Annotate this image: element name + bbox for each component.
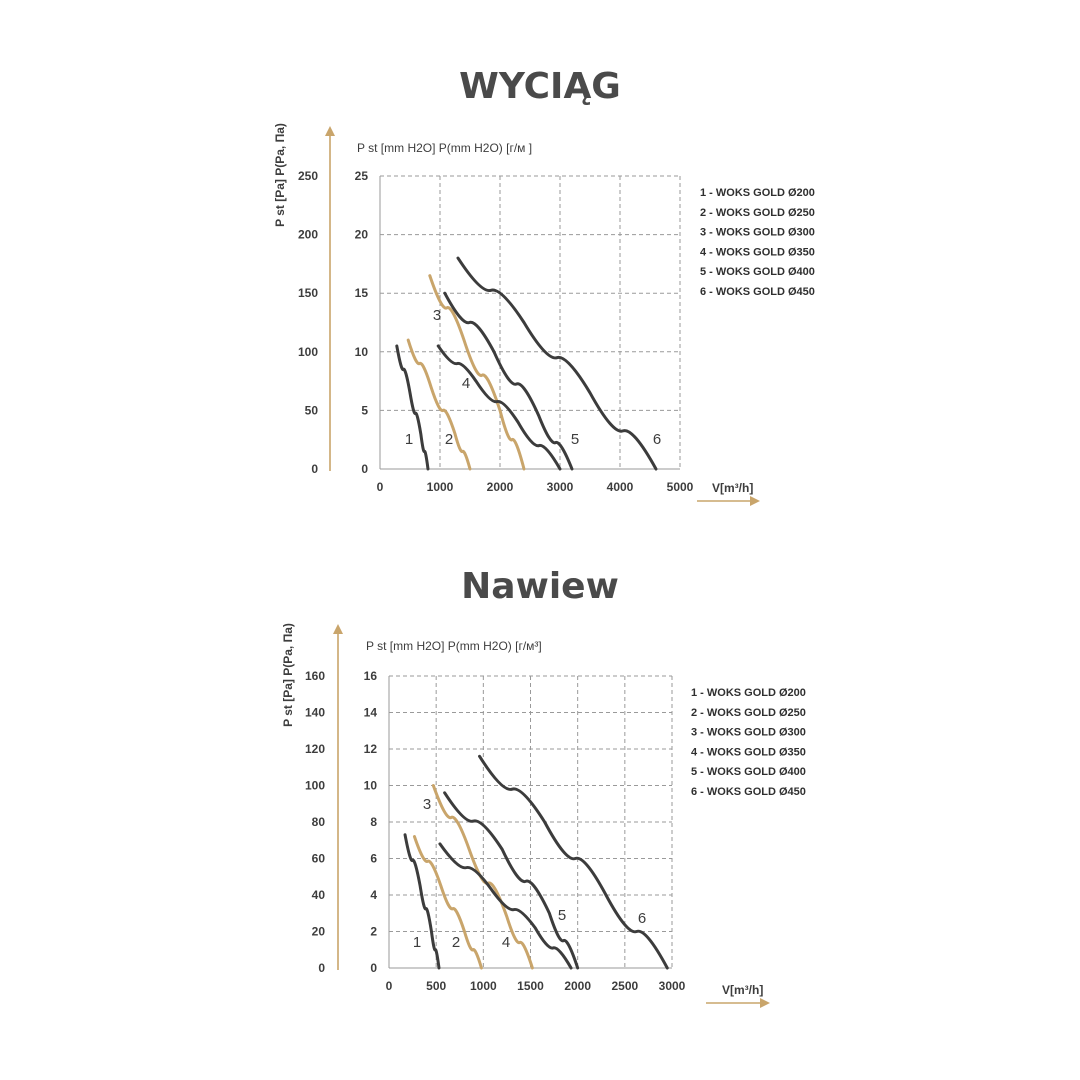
x-axis-arrow-head	[760, 998, 770, 1008]
series-line-4	[438, 842, 573, 970]
x-tick-label: 1000	[470, 979, 497, 993]
y2-tick-label: 20	[312, 925, 326, 939]
legend-entry-6: 6 - WOKS GOLD Ø450	[691, 786, 806, 798]
series-curve-label-3: 3	[433, 307, 441, 324]
x-tick-label: 3000	[547, 480, 574, 494]
legend-entry-4: 4 - WOKS GOLD Ø350	[700, 246, 815, 258]
y-tick-label: 5	[361, 403, 368, 417]
y-axis-arrow-head	[325, 126, 335, 136]
y2-tick-label: 250	[298, 169, 318, 183]
x-tick-label: 5000	[667, 480, 694, 494]
y2-tick-label: 160	[305, 669, 325, 683]
y2-tick-label: 40	[312, 888, 326, 902]
y2-tick-label: 200	[298, 228, 318, 242]
series-curve-label-2: 2	[452, 934, 460, 951]
y-tick-label: 25	[355, 169, 369, 183]
y2-tick-label: 0	[318, 961, 325, 975]
y-tick-label: 8	[370, 815, 377, 829]
y2-tick-label: 100	[298, 345, 318, 359]
series-curve-label-6: 6	[653, 431, 661, 448]
y-tick-label: 4	[370, 888, 377, 902]
series-line-2	[406, 338, 472, 471]
series-curve-label-3: 3	[423, 796, 431, 813]
series-line-1	[403, 833, 441, 970]
series-line-1	[395, 344, 430, 471]
x-axis-arrow-head	[750, 496, 760, 506]
legend-entry-3: 3 - WOKS GOLD Ø300	[691, 727, 806, 739]
legend-entry-2: 2 - WOKS GOLD Ø250	[700, 207, 815, 219]
series-line-2	[412, 835, 483, 970]
series-line-5	[443, 291, 574, 471]
x-tick-label: 2000	[564, 979, 591, 993]
y-tick-label: 0	[370, 961, 377, 975]
legend-entry-2: 2 - WOKS GOLD Ø250	[691, 707, 806, 719]
y2-tick-label: 60	[312, 852, 326, 866]
x-axis-label: V[m³/h]	[712, 481, 753, 495]
series-curve-label-5: 5	[571, 431, 579, 448]
legend-entry-6: 6 - WOKS GOLD Ø450	[700, 286, 815, 298]
chart-title-wyciag: WYCIĄG	[459, 66, 621, 107]
y-tick-label: 14	[364, 706, 378, 720]
x-tick-label: 3000	[659, 979, 686, 993]
series-curve-label-4: 4	[502, 934, 510, 951]
y2-tick-label: 150	[298, 286, 318, 300]
legend-entry-5: 5 - WOKS GOLD Ø400	[700, 266, 815, 278]
y-tick-label: 15	[355, 286, 369, 300]
legend-entry-4: 4 - WOKS GOLD Ø350	[691, 746, 806, 758]
legend-entry-5: 5 - WOKS GOLD Ø400	[691, 766, 806, 778]
y-axis-label-pa: P st [Pa] P(Pa, Па)	[273, 123, 287, 227]
y2-tick-label: 140	[305, 706, 325, 720]
y-axis-label-pa: P st [Pa] P(Pa, Па)	[281, 623, 295, 727]
y-axis-label-mmh2o: P st [mm H2O] P(mm H2O) [г/м³]	[366, 639, 542, 653]
series-curve-label-2: 2	[445, 431, 453, 448]
series-curve-label-1: 1	[413, 934, 421, 951]
series-curve-label-4: 4	[462, 375, 470, 392]
series-curve-label-1: 1	[405, 431, 413, 448]
y-tick-label: 16	[364, 669, 378, 683]
y-tick-label: 20	[355, 228, 369, 242]
legend-entry-1: 1 - WOKS GOLD Ø200	[691, 687, 806, 699]
series-line-4	[436, 344, 562, 471]
y-tick-label: 10	[355, 345, 369, 359]
y-axis-label-mmh2o: P st [mm H2O] P(mm H2O) [г/м ]	[357, 141, 532, 155]
y-tick-label: 2	[370, 925, 377, 939]
x-tick-label: 2500	[611, 979, 638, 993]
x-axis-label: V[m³/h]	[722, 983, 763, 997]
series-curve-label-5: 5	[558, 907, 566, 924]
y2-tick-label: 0	[311, 462, 318, 476]
y-tick-label: 0	[361, 462, 368, 476]
y-tick-label: 10	[364, 779, 378, 793]
y-axis-arrow-head	[333, 624, 343, 634]
legend-entry-3: 3 - WOKS GOLD Ø300	[700, 227, 815, 239]
legend-entry-1: 1 - WOKS GOLD Ø200	[700, 187, 815, 199]
series-line-6	[456, 256, 658, 471]
y2-tick-label: 100	[305, 779, 325, 793]
series-curve-label-6: 6	[638, 910, 646, 927]
y-tick-label: 6	[370, 852, 377, 866]
series-line-3	[428, 274, 526, 471]
x-tick-label: 1500	[517, 979, 544, 993]
x-tick-label: 0	[386, 979, 393, 993]
chart-title-nawiew: Nawiew	[461, 566, 619, 607]
series-line-6	[478, 754, 669, 970]
y2-tick-label: 120	[305, 742, 325, 756]
x-tick-label: 2000	[487, 480, 514, 494]
series-line-5	[443, 791, 580, 970]
y2-tick-label: 50	[305, 403, 319, 417]
x-tick-label: 0	[377, 480, 384, 494]
y2-tick-label: 80	[312, 815, 326, 829]
x-tick-label: 1000	[427, 480, 454, 494]
x-tick-label: 4000	[607, 480, 634, 494]
x-tick-label: 500	[426, 979, 446, 993]
y-tick-label: 12	[364, 742, 378, 756]
